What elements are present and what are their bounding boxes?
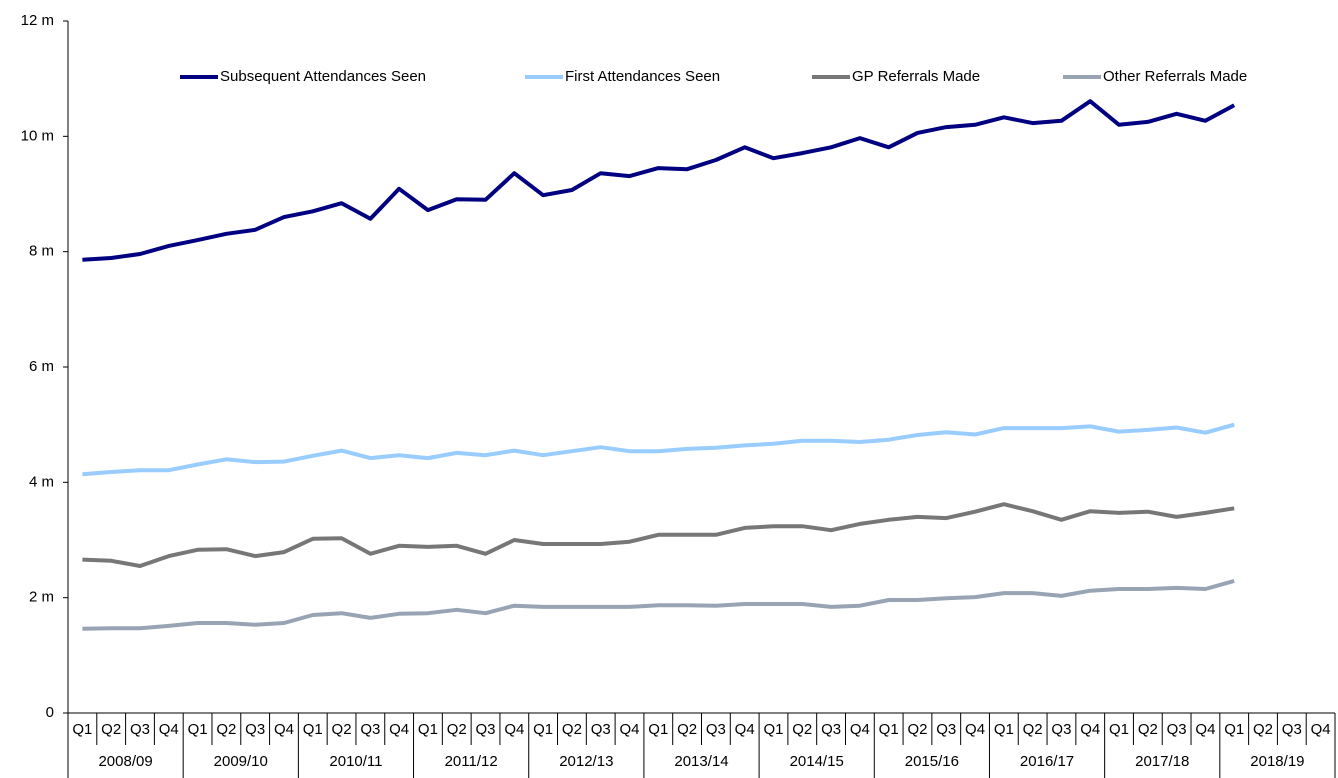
legend-label: First Attendances Seen	[565, 68, 720, 85]
y-tick-label: 2 m	[29, 589, 54, 606]
x-group-label: 2010/11	[329, 753, 382, 770]
x-tick-label: Q1	[763, 721, 783, 738]
x-tick-label: Q2	[677, 721, 697, 738]
x-group-label: 2014/15	[790, 753, 844, 770]
x-tick-label: Q4	[159, 721, 179, 738]
x-tick-label: Q1	[1224, 721, 1244, 738]
y-tick-label: 8 m	[29, 243, 54, 260]
x-tick-label: Q1	[533, 721, 553, 738]
y-tick-label: 0	[46, 704, 54, 721]
x-tick-label: Q2	[1138, 721, 1158, 738]
legend-label: Other Referrals Made	[1103, 68, 1247, 85]
x-tick-label: Q3	[1282, 721, 1302, 738]
x-tick-label: Q2	[792, 721, 812, 738]
y-tick-label: 4 m	[29, 473, 54, 490]
x-tick-label: Q3	[245, 721, 265, 738]
x-tick-label: Q3	[821, 721, 841, 738]
x-tick-label: Q3	[476, 721, 496, 738]
x-tick-label: Q3	[706, 721, 726, 738]
x-tick-label: Q1	[188, 721, 208, 738]
x-tick-label: Q2	[332, 721, 352, 738]
x-tick-label: Q2	[907, 721, 927, 738]
x-group-label: 2015/16	[905, 753, 959, 770]
x-tick-label: Q4	[504, 721, 524, 738]
x-tick-label: Q4	[965, 721, 985, 738]
x-tick-label: Q1	[303, 721, 323, 738]
series-line	[82, 99, 1236, 262]
x-tick-label: Q1	[994, 721, 1014, 738]
x-group-label: 2009/10	[214, 753, 268, 770]
series-line	[82, 422, 1235, 477]
series-line	[82, 578, 1235, 631]
series-line	[82, 502, 1235, 568]
x-tick-label: Q4	[735, 721, 755, 738]
x-tick-label: Q4	[620, 721, 640, 738]
x-tick-label: Q3	[591, 721, 611, 738]
x-tick-label: Q3	[1167, 721, 1187, 738]
x-tick-label: Q1	[418, 721, 438, 738]
x-tick-label: Q4	[389, 721, 409, 738]
x-group-label: 2017/18	[1135, 753, 1189, 770]
x-tick-label: Q1	[72, 721, 92, 738]
x-tick-label: Q2	[1023, 721, 1043, 738]
x-group-label: 2012/13	[559, 753, 613, 770]
x-group-label: 2011/12	[445, 753, 498, 770]
y-tick-label: 6 m	[29, 358, 54, 375]
x-tick-label: Q1	[879, 721, 899, 738]
x-tick-label: Q3	[130, 721, 150, 738]
x-group-label: 2013/14	[674, 753, 728, 770]
x-tick-label: Q2	[216, 721, 236, 738]
x-group-label: 2018/19	[1250, 753, 1304, 770]
x-group-label: 2016/17	[1020, 753, 1074, 770]
x-tick-label: Q2	[101, 721, 121, 738]
x-tick-label: Q2	[562, 721, 582, 738]
x-tick-label: Q3	[936, 721, 956, 738]
x-tick-label: Q3	[360, 721, 380, 738]
y-tick-label: 10 m	[21, 127, 54, 144]
x-tick-label: Q4	[850, 721, 870, 738]
x-tick-label: Q4	[274, 721, 294, 738]
x-group-label: 2008/09	[98, 753, 152, 770]
x-tick-label: Q1	[648, 721, 668, 738]
x-tick-label: Q1	[1109, 721, 1129, 738]
x-tick-label: Q4	[1195, 721, 1215, 738]
x-tick-label: Q4	[1080, 721, 1100, 738]
x-tick-label: Q3	[1051, 721, 1071, 738]
x-tick-label: Q2	[1253, 721, 1273, 738]
legend-label: GP Referrals Made	[852, 68, 980, 85]
legend-label: Subsequent Attendances Seen	[220, 68, 426, 85]
x-tick-label: Q4	[1311, 721, 1331, 738]
x-tick-label: Q2	[447, 721, 467, 738]
y-tick-label: 12 m	[21, 12, 54, 29]
